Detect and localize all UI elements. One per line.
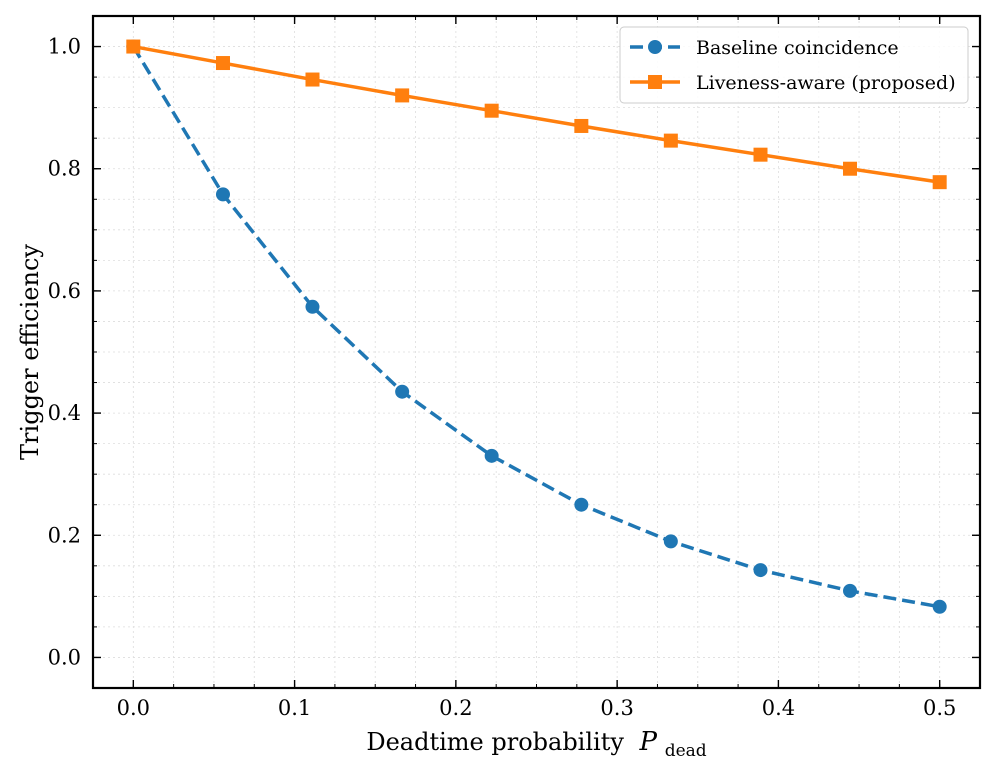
data-point-liveness <box>753 147 768 162</box>
x-axis-title-text: Deadtime probability <box>366 728 624 756</box>
x-tick-label: 0.5 <box>923 696 956 720</box>
x-axis-title-symbol: P <box>639 727 658 757</box>
data-point-baseline <box>663 534 678 549</box>
data-point-baseline <box>843 583 858 598</box>
data-point-liveness <box>305 72 320 87</box>
x-tick-label: 0.3 <box>600 696 633 720</box>
series-liveness <box>126 39 947 190</box>
legend-label-baseline: Baseline coincidence <box>696 37 899 59</box>
y-tick-label: 1.0 <box>48 35 81 59</box>
x-tick-label: 0.0 <box>117 696 150 720</box>
x-axis-title: Deadtime probability P dead <box>366 727 706 761</box>
ticks: 0.0 0.1 0.2 0.3 0.4 0.5 0.0 0.2 0.4 0.6 0.8 1.0 <box>48 15 981 720</box>
x-axis-title-subscript: dead <box>665 741 707 761</box>
data-point-liveness <box>843 161 858 176</box>
data-point-liveness <box>932 175 947 190</box>
data-point-baseline <box>484 448 499 463</box>
data-point-liveness <box>663 133 678 148</box>
series-line-baseline <box>131 45 940 609</box>
y-tick-label: 0.0 <box>48 645 81 669</box>
data-point-baseline <box>395 384 410 399</box>
legend-label-liveness: Liveness-aware (proposed) <box>696 72 956 94</box>
x-tick-label: 0.2 <box>439 696 472 720</box>
data-point-liveness <box>395 88 410 103</box>
legend-box <box>619 26 969 104</box>
x-tick-label: 0.4 <box>762 696 795 720</box>
data-point-liveness <box>574 118 589 133</box>
data-point-baseline <box>574 497 589 512</box>
series-line-liveness <box>133 44 940 184</box>
data-point-liveness <box>215 56 230 71</box>
series-layer <box>126 39 947 614</box>
data-point-baseline <box>932 599 947 614</box>
y-tick-label: 0.6 <box>48 279 81 303</box>
legend-marker-liveness <box>648 75 662 89</box>
data-point-baseline <box>305 299 320 314</box>
y-tick-label: 0.4 <box>48 401 81 425</box>
legend-marker-baseline <box>648 40 662 54</box>
legend: Baseline coincidence Liveness-aware (prop… <box>619 26 969 104</box>
y-tick-label: 0.8 <box>48 157 81 181</box>
data-point-baseline <box>753 563 768 578</box>
data-point-liveness <box>126 39 141 54</box>
y-tick-label: 0.2 <box>48 523 81 547</box>
y-axis-title: Trigger efficiency <box>16 244 44 460</box>
data-point-liveness <box>484 103 499 118</box>
data-point-baseline <box>215 187 230 202</box>
x-tick-label: 0.1 <box>278 696 311 720</box>
